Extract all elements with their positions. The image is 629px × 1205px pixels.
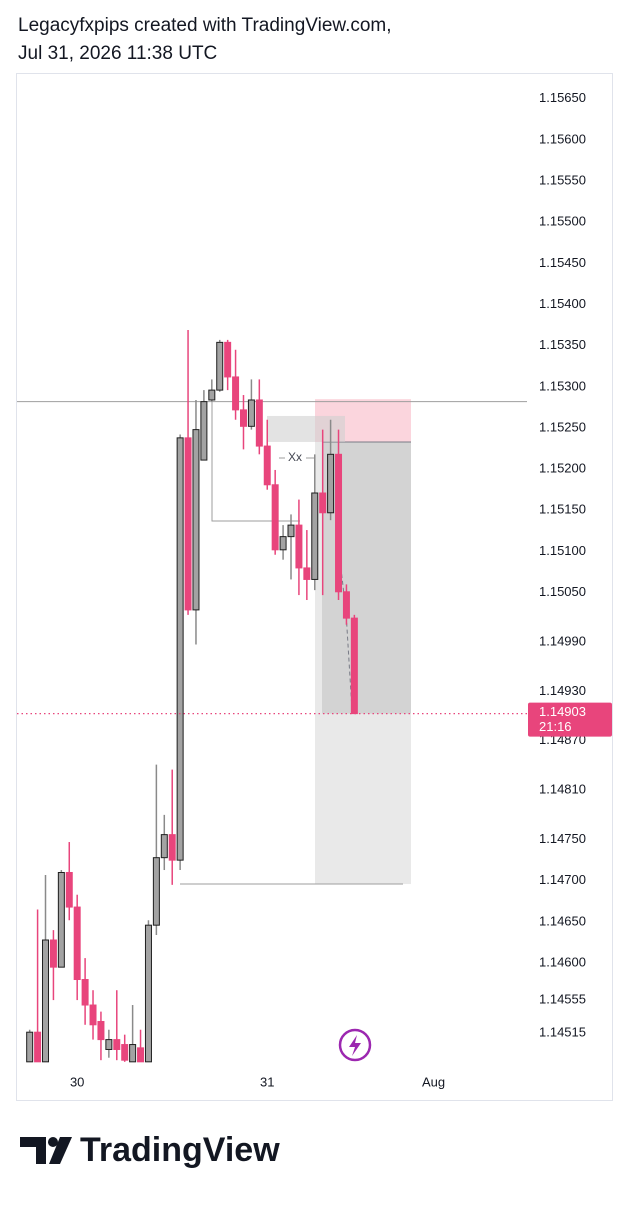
- candle-body: [89, 1004, 97, 1026]
- x-tick-label: 31: [260, 1074, 274, 1089]
- x-tick-label: Aug: [422, 1074, 445, 1089]
- candle-body: [81, 979, 89, 1006]
- candle-body: [26, 1031, 34, 1063]
- y-tick-label: 1.15300: [539, 378, 586, 393]
- header-date: Jul 31, 2026 11:38 UTC: [18, 43, 217, 64]
- candle-body: [335, 453, 343, 593]
- y-tick-label: 1.14600: [539, 954, 586, 969]
- candle-body: [216, 341, 224, 391]
- y-tick-label: 1.14750: [539, 831, 586, 846]
- brand-logo: [20, 1137, 72, 1164]
- y-tick-label: 1.14650: [539, 913, 586, 928]
- y-tick-label: 1.15450: [539, 255, 586, 270]
- candle-body: [49, 939, 57, 968]
- candle-body: [239, 409, 247, 427]
- y-tick-label: 1.14700: [539, 872, 586, 887]
- y-tick-label: 1.14555: [539, 992, 586, 1007]
- y-tick-label: 1.14810: [539, 782, 586, 797]
- candle-body: [319, 492, 327, 514]
- candle-body: [271, 484, 279, 551]
- y-tick-label: 1.15050: [539, 584, 586, 599]
- candle-body: [232, 376, 240, 411]
- candle-body: [57, 871, 65, 968]
- lightning-icon: [338, 1028, 372, 1062]
- candle-body: [176, 437, 184, 861]
- chart-frame: [16, 73, 613, 1101]
- header-title: Legacyfxpips created with TradingView.co…: [18, 15, 392, 36]
- range-box: [267, 415, 345, 442]
- y-tick-label: 1.14515: [539, 1024, 586, 1039]
- candle-body: [295, 524, 303, 569]
- candle-body: [287, 524, 295, 538]
- candle-body: [342, 591, 350, 619]
- candle-body: [34, 1031, 42, 1063]
- candle-body: [121, 1044, 129, 1061]
- candle-body: [113, 1039, 121, 1050]
- candle-body: [129, 1044, 137, 1063]
- y-tick-label: 1.15250: [539, 419, 586, 434]
- candle-body: [327, 453, 335, 514]
- y-tick-label: 1.15350: [539, 337, 586, 352]
- y-tick-label: 1.15400: [539, 296, 586, 311]
- candle-body: [279, 536, 287, 551]
- candle-body: [208, 389, 216, 401]
- candle-body: [42, 939, 50, 1063]
- countdown-label: 21:16: [539, 719, 572, 734]
- candle-body: [303, 567, 311, 580]
- candle-body: [73, 906, 81, 981]
- candle-body: [255, 399, 263, 447]
- candle-body: [350, 617, 358, 715]
- y-tick-label: 1.15500: [539, 214, 586, 229]
- candle-body: [247, 399, 255, 427]
- candle-body: [97, 1020, 105, 1041]
- y-tick-label: 1.15150: [539, 502, 586, 517]
- candle-body: [65, 871, 73, 908]
- y-tick-label: 1.14930: [539, 683, 586, 698]
- candle-body: [137, 1047, 145, 1063]
- candle-body: [144, 924, 152, 1063]
- drawing-label: Xx: [288, 450, 302, 464]
- candles: [26, 330, 358, 1063]
- candle-body: [200, 401, 208, 461]
- candle-body: [152, 857, 160, 926]
- last-price-tag: [528, 702, 612, 737]
- candle-body: [168, 834, 176, 861]
- candle-body: [105, 1039, 113, 1050]
- last-price-label: 1.14903: [539, 704, 586, 719]
- candle-body: [224, 341, 232, 378]
- y-tick-label: 1.15550: [539, 172, 586, 187]
- axes: 1.15650 1.15600 1.15550 1.15500 1.15450 1.154…: [17, 90, 612, 1089]
- y-tick-label: 1.15650: [539, 90, 586, 105]
- swing-line: [211, 402, 300, 522]
- y-tick-label: 1.15600: [539, 131, 586, 146]
- candle-body: [192, 429, 200, 611]
- y-tick-label: 1.14990: [539, 633, 586, 648]
- candle-body: [160, 834, 168, 859]
- y-tick-label: 1.15100: [539, 543, 586, 558]
- candle-body: [263, 445, 271, 486]
- y-tick-label: 1.15200: [539, 461, 586, 476]
- x-tick-label: 30: [70, 1074, 84, 1089]
- candle-body: [311, 492, 319, 580]
- brand-name: TradingView: [80, 1131, 280, 1169]
- candle-body: [184, 437, 192, 611]
